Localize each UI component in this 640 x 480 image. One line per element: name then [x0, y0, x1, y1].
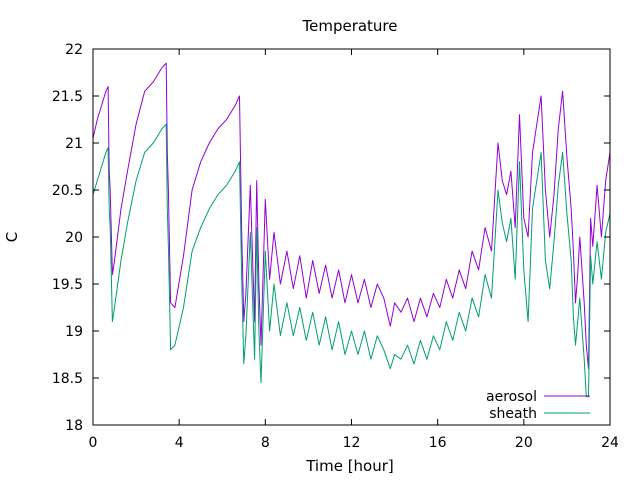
legend-label-aerosol: aerosol [486, 389, 537, 405]
ticks-layer: 0 4 8 12 16 20 24 18 18.5 19 19.5 20 20.5 21 21.5 22 [52, 42, 619, 451]
x-tick-label: 16 [429, 435, 447, 451]
y-tick-label: 22 [65, 42, 83, 58]
x-tick-label: 12 [343, 435, 361, 451]
y-tick-label: 19 [65, 324, 83, 340]
legend: aerosol sheath [486, 389, 590, 422]
y-tick-label: 21.5 [52, 89, 83, 105]
x-tick-label: 4 [175, 435, 184, 451]
plot-frame [92, 48, 611, 426]
x-tick-label: 0 [89, 435, 98, 451]
x-axis-label: Time [hour] [305, 457, 394, 475]
y-tick-label: 20 [65, 230, 83, 246]
series-layer [92, 62, 611, 398]
legend-label-sheath: sheath [489, 406, 537, 422]
y-tick-label: 20.5 [52, 183, 83, 199]
x-tick-label: 20 [515, 435, 533, 451]
series-line-sheath [92, 123, 611, 398]
chart-title: Temperature [301, 17, 397, 35]
y-tick-label: 18 [65, 418, 83, 434]
y-tick-label: 18.5 [52, 371, 83, 387]
x-tick-label: 24 [601, 435, 619, 451]
y-tick-label: 21 [65, 136, 83, 152]
series-line-aerosol [92, 62, 611, 370]
x-tick-label: 8 [261, 435, 270, 451]
y-tick-label: 19.5 [52, 277, 83, 293]
y-axis-label: C [3, 232, 21, 242]
